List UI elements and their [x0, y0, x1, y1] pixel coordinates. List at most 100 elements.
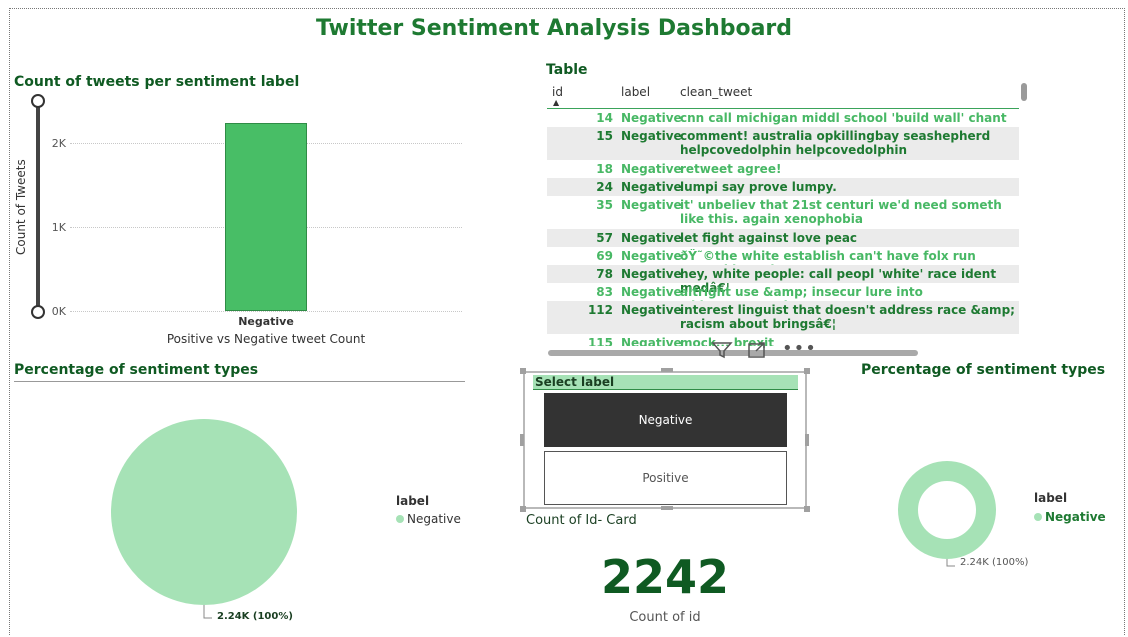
cell-clean-tweet: let fight against love peac	[680, 231, 858, 245]
pie-chart-title: Percentage of sentiment types	[14, 362, 259, 378]
cell-label: Negative	[621, 111, 682, 125]
cell-id: 112	[587, 303, 613, 317]
pie-legend-title: label	[396, 494, 430, 508]
cell-clean-tweet: it' unbeliev that 21st centuri we'd need…	[680, 198, 1002, 226]
table-row[interactable]: 69 Negative ðŸ˜©the white establish can't …	[547, 247, 1019, 277]
report-canvas-border	[9, 8, 1125, 635]
resize-handle[interactable]	[661, 506, 673, 510]
card-value: 2242	[600, 550, 730, 604]
resize-handle[interactable]	[520, 368, 526, 374]
column-header-clean-tweet[interactable]: clean_tweet	[680, 85, 753, 99]
legend-dot-icon	[396, 515, 404, 523]
donut-slice-negative[interactable]	[898, 461, 996, 559]
resize-handle[interactable]	[804, 368, 810, 374]
resize-handle[interactable]	[661, 368, 673, 372]
focus-mode-icon[interactable]	[747, 341, 767, 365]
cell-id: 15	[596, 129, 613, 143]
cell-label: Negative	[621, 180, 682, 194]
resize-handle[interactable]	[520, 506, 526, 512]
resize-handle[interactable]	[805, 434, 809, 446]
bar-chart-y-axis-label: Count of Tweets	[14, 159, 28, 255]
cell-clean-tweet: hey, white people: call peopl 'white' ra…	[680, 267, 997, 295]
table-row[interactable]: 24 Negative lumpi say prove lumpy.	[547, 178, 1019, 196]
table-row[interactable]: 83 Negative altright use &amp; insecur lur…	[547, 283, 1019, 313]
cell-id: 69	[596, 249, 613, 263]
gridline	[70, 311, 462, 312]
pie-chart-svg	[111, 419, 297, 619]
column-header-label[interactable]: label	[621, 85, 651, 99]
pie-legend-item-negative[interactable]: Negative	[396, 512, 461, 526]
y-range-slider-bottom-handle[interactable]	[31, 305, 45, 319]
cell-clean-tweet: lumpi say prove lumpy.	[680, 180, 837, 194]
more-options-icon[interactable]: •••	[782, 338, 817, 359]
x-category-label: Negative	[238, 315, 294, 328]
pie-leader-line	[203, 605, 212, 619]
cell-clean-tweet: mock... brexit	[680, 336, 774, 346]
card-title: Count of Id- Card	[526, 513, 637, 528]
slicer-title: Select label	[533, 375, 798, 390]
table-horizontal-scrollbar[interactable]	[548, 350, 918, 356]
cell-label: Negative	[621, 249, 682, 263]
cell-id: 78	[596, 267, 613, 281]
cell-clean-tweet: comment! australia opkillingbay seasheph…	[680, 129, 991, 157]
donut-leader-line	[946, 559, 955, 567]
cell-label: Negative	[621, 231, 682, 245]
y-tick-label: 0K	[51, 305, 66, 318]
legend-item-label: Negative	[1045, 510, 1106, 524]
cell-label: Negative	[621, 285, 682, 299]
table-row[interactable]: 14 Negative cnn call michigan middl school…	[547, 109, 1019, 139]
cell-label: Negative	[621, 303, 682, 317]
pie-data-label: 2.24K (100%)	[217, 611, 293, 622]
cell-label: Negative	[621, 162, 682, 176]
table-row[interactable]: 15 Negative comment! australia opkillingba…	[547, 127, 1019, 160]
donut-chart-svg	[898, 461, 996, 567]
cell-id: 18	[596, 162, 613, 176]
cell-id: 35	[596, 198, 613, 212]
table-row[interactable]: 35 Negative it' unbeliev that 21st centuri…	[547, 196, 1019, 229]
donut-legend-title: label	[1034, 491, 1068, 505]
donut-chart-title: Percentage of sentiment types	[861, 362, 1106, 378]
bar-negative[interactable]	[225, 122, 307, 311]
table-row[interactable]: 112 Negative interest linguist that doesn'…	[547, 301, 1019, 334]
table-row[interactable]: 57 Negative let fight against love peac	[547, 229, 1019, 247]
resize-handle[interactable]	[520, 434, 524, 446]
donut-legend-item-negative[interactable]: Negative	[1034, 510, 1106, 524]
slicer-option-negative[interactable]: Negative	[544, 393, 787, 447]
y-range-slider-rail[interactable]	[36, 103, 40, 311]
bar-chart-title: Count of tweets per sentiment label	[14, 74, 300, 90]
donut-data-label: 2.24K (100%)	[960, 557, 1029, 568]
data-table[interactable]: id ▲ label clean_tweet 14 Negative cnn cal…	[547, 84, 1023, 346]
table-row[interactable]: 18 Negative retweet agree!	[547, 160, 1019, 178]
column-header-id[interactable]: id	[552, 85, 563, 99]
y-tick-label: 2K	[51, 137, 66, 150]
legend-item-label: Negative	[407, 512, 461, 526]
y-range-slider-top-handle[interactable]	[31, 94, 45, 108]
cell-label: Negative	[621, 129, 682, 143]
cell-clean-tweet: interest linguist that doesn't address r…	[680, 303, 1015, 331]
table-row[interactable]: 78 Negative hey, white people: call peopl …	[547, 265, 1019, 295]
pie-slice-negative[interactable]	[111, 419, 297, 605]
table-header: id ▲ label clean_tweet	[547, 84, 1019, 109]
cell-id: 83	[596, 285, 613, 299]
divider	[14, 381, 465, 382]
cell-label: Negative	[621, 336, 682, 346]
sort-indicator-icon: ▲	[553, 98, 560, 107]
table-row[interactable]: 115 Negative mock... brexit	[547, 334, 1019, 346]
legend-dot-icon	[1034, 513, 1042, 521]
y-tick-label: 1K	[51, 221, 66, 234]
resize-handle[interactable]	[804, 506, 810, 512]
cell-id: 24	[596, 180, 613, 194]
filter-icon[interactable]	[711, 341, 733, 365]
cell-label: Negative	[621, 267, 682, 281]
cell-id: 14	[596, 111, 613, 125]
card-label: Count of id	[629, 610, 701, 625]
slicer-option-positive[interactable]: Positive	[544, 451, 787, 505]
bar-chart-x-axis-label: Positive vs Negative tweet Count	[166, 332, 366, 346]
cell-id: 115	[587, 336, 613, 346]
table-title: Table	[546, 62, 588, 78]
cell-label: Negative	[621, 198, 682, 212]
dashboard-title: Twitter Sentiment Analysis Dashboard	[315, 16, 793, 41]
cell-clean-tweet: retweet agree!	[680, 162, 782, 176]
table-vertical-scrollbar[interactable]	[1021, 83, 1027, 101]
cell-id: 57	[596, 231, 613, 245]
